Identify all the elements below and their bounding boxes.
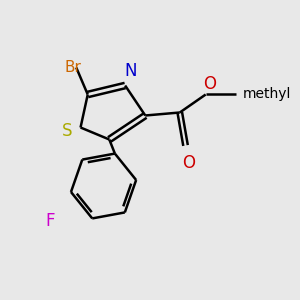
Text: O: O [182, 154, 195, 172]
Text: S: S [62, 122, 73, 140]
Text: F: F [46, 212, 55, 230]
Text: O: O [203, 75, 217, 93]
Text: Br: Br [65, 60, 82, 75]
Text: N: N [124, 61, 137, 80]
Text: methyl: methyl [243, 88, 291, 101]
